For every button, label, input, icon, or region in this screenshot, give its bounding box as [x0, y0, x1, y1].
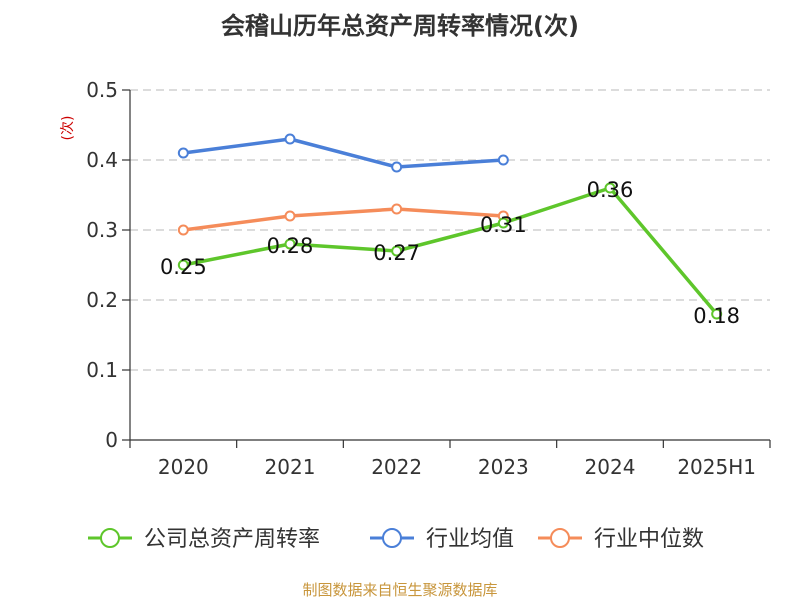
legend-label: 行业中位数 — [594, 527, 704, 552]
series-line — [182, 186, 719, 316]
data-point — [711, 308, 723, 320]
legend-label: 公司总资产周转率 — [144, 527, 320, 552]
data-point — [391, 245, 403, 257]
legend: 公司总资产周转率 行业均值 行业中位数 — [88, 527, 704, 552]
data-point — [177, 224, 189, 236]
y-tick-label: 0.1 — [86, 358, 118, 382]
series-line — [183, 207, 504, 232]
legend-label: 行业均值 — [426, 527, 514, 552]
data-label: 0.28 — [267, 234, 314, 258]
data-point — [284, 133, 296, 145]
x-tick-label: 2022 — [371, 455, 422, 479]
x-tick-label: 2021 — [265, 455, 316, 479]
chart-title: 会稽山历年总资产周转率情况(次) — [221, 12, 579, 40]
data-point — [497, 154, 509, 166]
data-label-layer: 0.25 0.28 0.27 0.31 0.36 0.18 — [160, 178, 740, 328]
legend-marker — [550, 528, 570, 548]
y-axis-label: (次) — [60, 116, 76, 141]
data-point — [604, 182, 616, 194]
legend-marker — [100, 528, 120, 548]
y-tick-label: 0 — [105, 428, 118, 452]
x-tick-label: 2024 — [585, 455, 636, 479]
legend-marker — [382, 528, 402, 548]
data-label: 0.27 — [373, 241, 420, 265]
x-tick-label: 2020 — [158, 455, 209, 479]
grid-layer — [130, 89, 770, 371]
data-point — [391, 161, 403, 173]
y-tick-label: 0.3 — [86, 218, 118, 242]
data-point — [177, 259, 189, 271]
data-point — [284, 210, 296, 222]
y-tick-label: 0.2 — [86, 288, 118, 312]
data-point — [177, 147, 189, 159]
x-tick-label: 2023 — [478, 455, 529, 479]
data-label: 0.36 — [587, 178, 634, 202]
y-tick-label: 0.4 — [86, 148, 118, 172]
y-tick-label: 0.5 — [86, 78, 118, 102]
source-note: 制图数据来自恒生聚源数据库 — [302, 581, 497, 599]
series-layer — [177, 133, 723, 320]
data-point — [497, 217, 509, 229]
data-label: 0.18 — [693, 304, 740, 328]
data-label: 0.31 — [480, 213, 527, 237]
x-tick-label: 2025H1 — [677, 455, 756, 479]
axis-layer: 0 0.1 0.2 0.3 0.4 0.5 2020 2021 2022 2023 2024 2025… — [86, 78, 771, 479]
data-point — [391, 203, 403, 215]
series-line — [183, 137, 504, 169]
data-label: 0.25 — [160, 255, 207, 279]
data-point — [284, 238, 296, 250]
